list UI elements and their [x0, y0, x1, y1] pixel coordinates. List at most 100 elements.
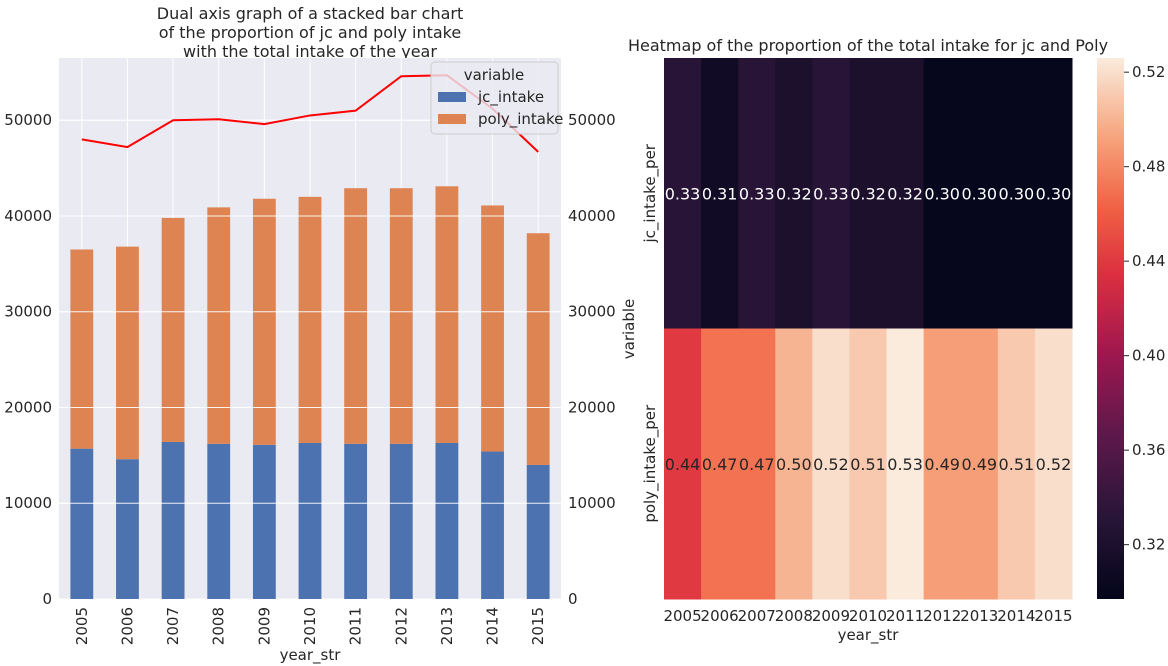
- heatmap-cell: [886, 58, 925, 329]
- heatmap-cell: [886, 328, 925, 600]
- heatmap-cell: [701, 328, 739, 600]
- title-line: with the total intake of the year: [183, 42, 437, 61]
- heatmap-x-tick-label: 2009: [812, 607, 850, 625]
- heatmap-x-tick-label: 2005: [663, 607, 701, 625]
- bar-x-tick-label: 2012: [392, 607, 410, 645]
- bar-x-tick-label: 2015: [529, 607, 547, 645]
- heatmap-cell: [849, 328, 888, 600]
- bar-poly-intake: [298, 196, 322, 443]
- bar-poly-intake: [526, 233, 550, 465]
- bar-legend: variable jc_intake poly_intake: [430, 61, 563, 135]
- bar-poly-intake: [161, 217, 185, 442]
- bar-jc-intake: [526, 464, 550, 599]
- heatmap-cell-label: 0.30: [961, 184, 997, 203]
- bar-y-tick-left: 30000: [4, 303, 52, 321]
- heatmap-x-tick-label: 2014: [997, 607, 1035, 625]
- heatmap-cell: [960, 328, 999, 600]
- heatmap-cell-label: 0.33: [813, 184, 849, 203]
- bar-poly-intake: [70, 249, 94, 449]
- bar-y-tick-right: 40000: [568, 207, 616, 225]
- heatmap-cell: [738, 58, 776, 329]
- bar-jc-intake: [481, 451, 504, 599]
- bar-chart-title: Dual axis graph of a stacked bar chart of…: [157, 4, 463, 61]
- bar-x-tick-label: 2014: [484, 607, 502, 645]
- heatmap-cell-label: 0.30: [999, 184, 1035, 203]
- heatmap-cell-label: 0.50: [776, 455, 812, 474]
- bar-jc-intake: [207, 443, 231, 599]
- heatmap-cells: [664, 58, 1073, 600]
- heatmap-cell-label: 0.32: [887, 184, 923, 203]
- colorbar-tick-label: 0.32: [1132, 536, 1165, 554]
- bar-poly-intake: [207, 207, 231, 444]
- stacked-bar-chart: Dual axis graph of a stacked bar chart of…: [4, 4, 615, 665]
- heatmap-cell: [849, 58, 888, 329]
- bar-poly-intake: [435, 186, 459, 443]
- bar-poly-intake: [116, 246, 139, 460]
- heatmap-cell-label: 0.47: [702, 455, 738, 474]
- bar-jc-intake: [161, 441, 185, 599]
- heatmap-x-tick-label: 2013: [960, 607, 998, 625]
- heatmap-cell: [1034, 58, 1073, 329]
- heatmap-cell: [812, 328, 850, 600]
- heatmap-x-tick-label: 2011: [886, 607, 924, 625]
- heatmap-cell-label: 0.32: [776, 184, 812, 203]
- bar-jc-intake: [252, 444, 276, 599]
- bar-jc-intake: [389, 443, 413, 599]
- heatmap-x-tick-label: 2008: [775, 607, 813, 625]
- heatmap-cell: [997, 58, 1036, 329]
- heatmap-cell-label: 0.31: [702, 184, 738, 203]
- heatmap-cell-label: 0.51: [999, 455, 1035, 474]
- heatmap-cell: [923, 58, 962, 329]
- heatmap-cell-label: 0.49: [961, 455, 997, 474]
- colorbar-tick-label: 0.48: [1132, 158, 1165, 176]
- bar-x-tick-label: 2010: [301, 607, 319, 645]
- heatmap-cell: [960, 58, 999, 329]
- bar-x-tick-label: 2005: [73, 607, 91, 645]
- bar-x-ticks: 2005 2006 2007 2008 2009 2010 2011 2012 2013 2014…: [73, 607, 547, 645]
- bar-y-tick-left: 40000: [4, 207, 52, 225]
- bar-poly-intake: [481, 205, 504, 452]
- bar-x-tick-label: 2006: [118, 607, 136, 645]
- bar-jc-intake: [298, 442, 322, 599]
- heatmap-cell: [923, 328, 962, 600]
- bar-y-tick-left: 20000: [4, 398, 52, 416]
- heatmap-cell-label: 0.52: [1036, 455, 1072, 474]
- legend-label-poly-intake: poly_intake: [478, 110, 563, 129]
- heatmap-cell: [997, 328, 1036, 600]
- legend-swatch-poly-intake: [438, 114, 466, 124]
- colorbar-tick-label: 0.40: [1132, 347, 1165, 365]
- heatmap-x-ticks: 2005200620072008200920102011201220132014…: [663, 607, 1072, 625]
- heatmap-cell-label: 0.33: [665, 184, 701, 203]
- bar-y-tick-left: 10000: [4, 494, 52, 512]
- heatmap-cell-label: 0.30: [1036, 184, 1072, 203]
- legend-title: variable: [464, 66, 525, 84]
- heatmap-title: Heatmap of the proportion of the total i…: [628, 36, 1108, 55]
- bar-y-tick-right: 20000: [568, 398, 616, 416]
- heatmap-x-tick-label: 2006: [701, 607, 739, 625]
- colorbar-ticks: 0.32 0.36 0.40 0.44 0.48 0.52: [1124, 63, 1165, 554]
- heatmap-cell-label: 0.53: [887, 455, 923, 474]
- heatmap-x-tick-label: 2007: [738, 607, 776, 625]
- bar-poly-intake: [344, 188, 368, 444]
- heatmap-y-tick-label: poly_intake_per: [641, 404, 660, 523]
- bar-y-tick-right: 0: [568, 590, 578, 608]
- bar-jc-intake: [70, 448, 94, 599]
- legend-label-jc-intake: jc_intake: [477, 88, 544, 107]
- heatmap-x-axis-label: year_str: [838, 626, 900, 645]
- bar-x-tick-label: 2011: [347, 607, 365, 645]
- legend-swatch-jc-intake: [438, 92, 466, 102]
- bar-x-tick-label: 2007: [164, 607, 182, 645]
- bar-series-group: [59, 119, 561, 599]
- title-line: Dual axis graph of a stacked bar chart: [157, 4, 463, 23]
- heatmap-cell: [738, 328, 776, 600]
- bar-poly-intake: [252, 198, 276, 445]
- bar-jc-intake: [116, 459, 139, 599]
- heatmap-cell: [775, 58, 813, 329]
- bar-y-ticks-right: 0 10000 20000 30000 40000 50000: [568, 111, 616, 608]
- heatmap-x-tick-label: 2012: [923, 607, 961, 625]
- heatmap-cell: [664, 58, 702, 329]
- bar-y-tick-right: 10000: [568, 494, 616, 512]
- heatmap-cell: [664, 328, 702, 600]
- bar-x-tick-label: 2009: [255, 607, 273, 645]
- heatmap-x-tick-label: 2015: [1034, 607, 1072, 625]
